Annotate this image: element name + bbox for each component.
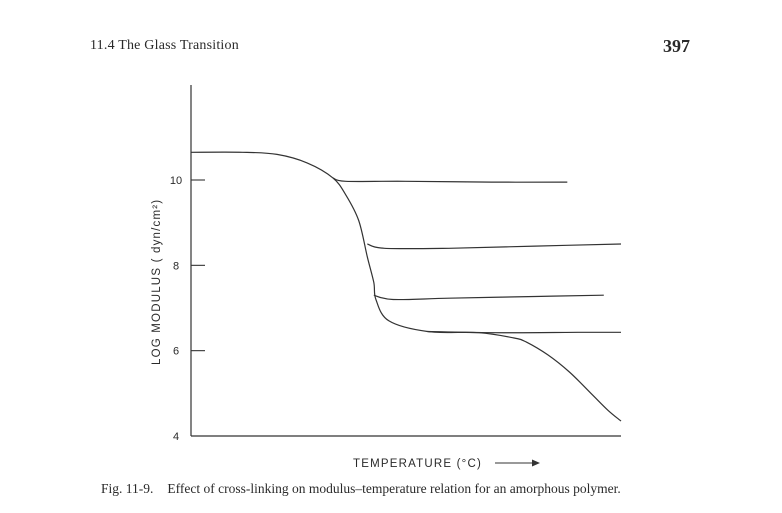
y-tick-label: 10 (170, 175, 182, 187)
y-axis-label: LOG MODULUS ( dyn/cm²) (151, 199, 163, 365)
y-tick-label: 8 (173, 260, 179, 272)
caption-label: Fig. 11-9. (101, 481, 154, 496)
curve-2 (332, 177, 568, 183)
figure-caption: Fig. 11-9. Effect of cross-linking on mod… (101, 481, 621, 497)
curve-5 (427, 330, 622, 334)
curve-1 (190, 151, 622, 422)
y-tick-label: 4 (173, 431, 179, 443)
page-header: 11.4 The Glass Transition 397 (90, 36, 690, 60)
curve-3 (367, 243, 622, 250)
y-ticks: 4 6 8 10 (170, 175, 205, 443)
page-number: 397 (663, 36, 690, 56)
x-axis-label: TEMPERATURE (°C) (353, 458, 482, 470)
section-title: 11.4 The Glass Transition (90, 38, 239, 53)
y-tick-label: 6 (173, 346, 179, 358)
x-axis-arrow (495, 459, 540, 467)
curves (190, 151, 622, 437)
curve-4 (373, 294, 604, 301)
caption-text: Effect of cross-linking on modulus–tempe… (167, 481, 621, 496)
